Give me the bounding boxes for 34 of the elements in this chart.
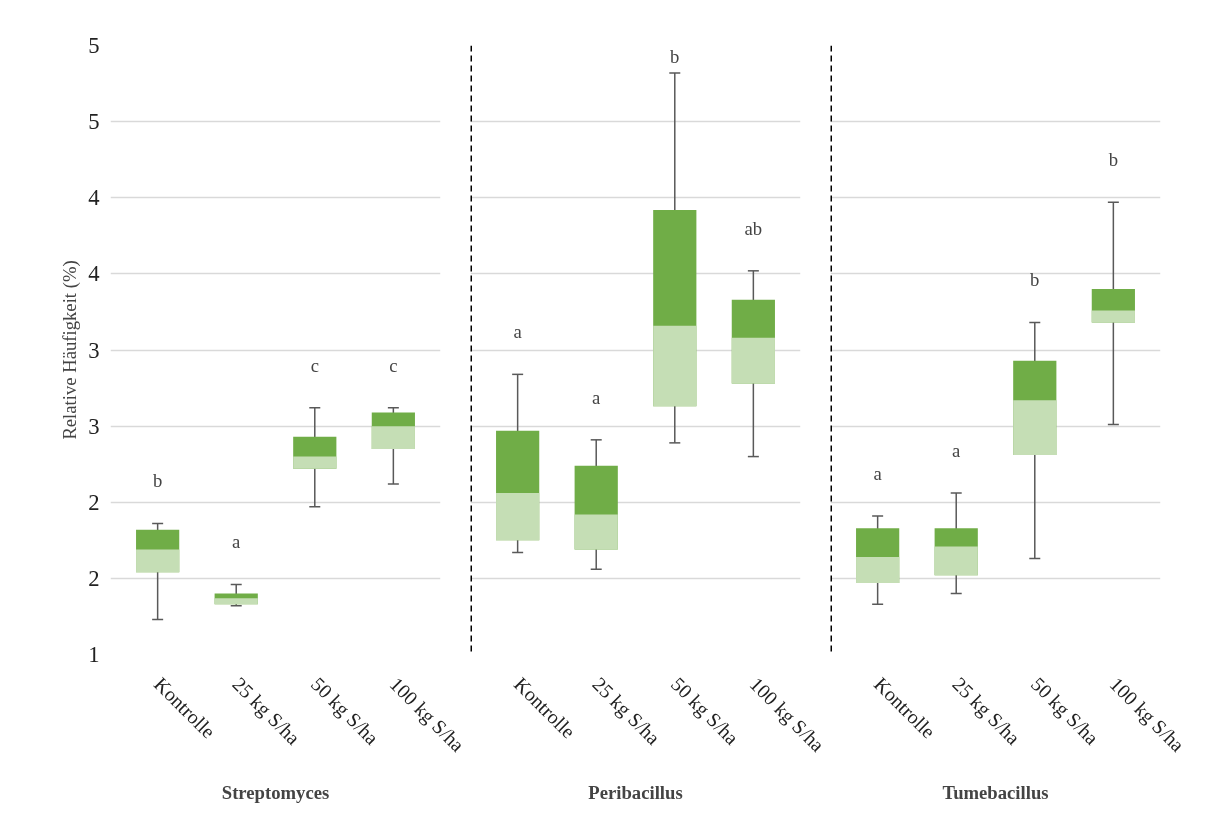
x-axis-title: Peribacillus (588, 781, 683, 803)
x-tick-label: 50 kg S/ha (666, 672, 744, 750)
y-tick-label: 3 (88, 413, 100, 439)
y-tick-label: 3 (88, 337, 100, 363)
x-tick-label: 100 kg S/ha (384, 672, 469, 757)
x-tick-label: 25 kg S/ha (587, 672, 665, 750)
y-axis-title: Relative Häufigkeit (%) (59, 260, 82, 440)
y-tick-label: 2 (88, 489, 100, 515)
x-axis-title: Streptomyces (221, 781, 330, 803)
annotation: a (513, 321, 523, 343)
annotation: b (152, 470, 163, 492)
y-tick-label: 5 (88, 33, 100, 58)
annotation: ab (744, 217, 763, 239)
x-tick-label: 100 kg S/ha (744, 672, 829, 757)
x-tick-label: 50 kg S/ha (306, 672, 384, 750)
x-axis-title: Tumebacillus (942, 781, 1049, 803)
annotation: a (952, 439, 962, 461)
y-tick-label: 1 (88, 642, 100, 667)
x-tick-label: 25 kg S/ha (227, 672, 305, 750)
y-tick-label: 4 (88, 261, 100, 287)
y-tick-label: 4 (88, 185, 100, 211)
annotation: b (1030, 269, 1040, 291)
x-tick-label: 25 kg S/ha (947, 672, 1025, 750)
annotation: b (670, 45, 680, 67)
x-tick-label: 100 kg S/ha (1104, 672, 1189, 757)
annotation: b (1108, 149, 1119, 171)
annotation: a (592, 386, 602, 408)
annotation: c (310, 354, 319, 376)
annotation: c (389, 354, 398, 376)
x-tick-label: 50 kg S/ha (1026, 672, 1104, 750)
annotation: a (232, 531, 242, 553)
y-tick-label: 5 (88, 109, 100, 135)
annotation: a (873, 462, 883, 484)
y-tick-label: 2 (88, 565, 100, 591)
